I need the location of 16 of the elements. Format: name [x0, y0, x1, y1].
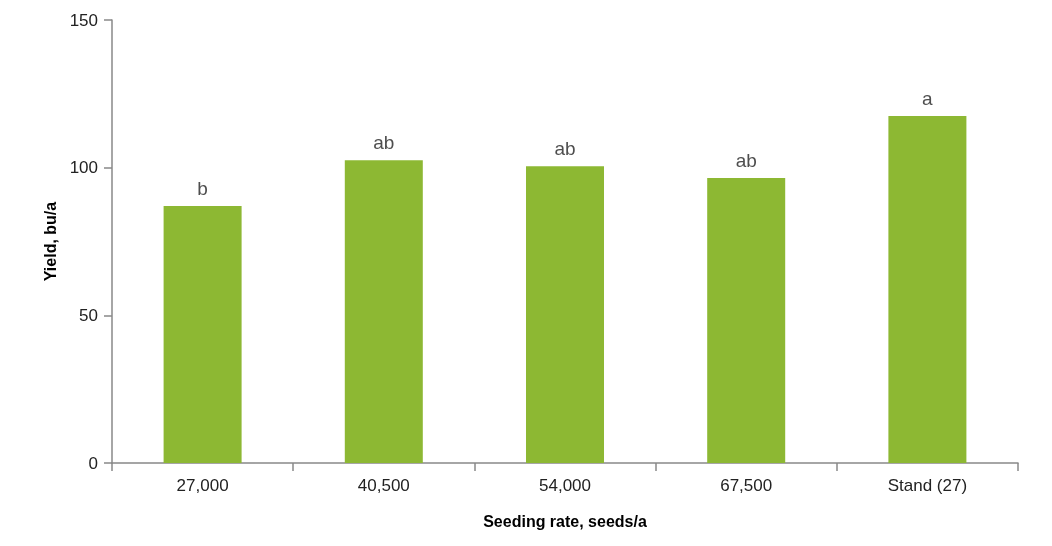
y-tick-label: 150: [69, 10, 98, 30]
x-tick-label: Stand (27): [887, 476, 968, 495]
annotation: a: [922, 87, 934, 109]
y-tick-label: 100: [69, 158, 98, 178]
annotation: ab: [735, 150, 757, 171]
y-tick-label: 0: [88, 453, 98, 473]
annotation: ab: [373, 132, 395, 154]
x-tick-label: 54,000: [539, 476, 591, 495]
x-axis-title: Seeding rate, seeds/a: [483, 512, 647, 530]
annotation: ab: [554, 138, 576, 160]
x-tick-label: 40,500: [357, 476, 410, 495]
y-tick-label: 50: [79, 305, 98, 325]
y-axis-title: Yield, bu/a: [42, 201, 60, 282]
x-tick-label: 27,000: [176, 476, 229, 495]
x-tick-label: 67,500: [720, 476, 773, 495]
annotation: b: [197, 178, 208, 200]
